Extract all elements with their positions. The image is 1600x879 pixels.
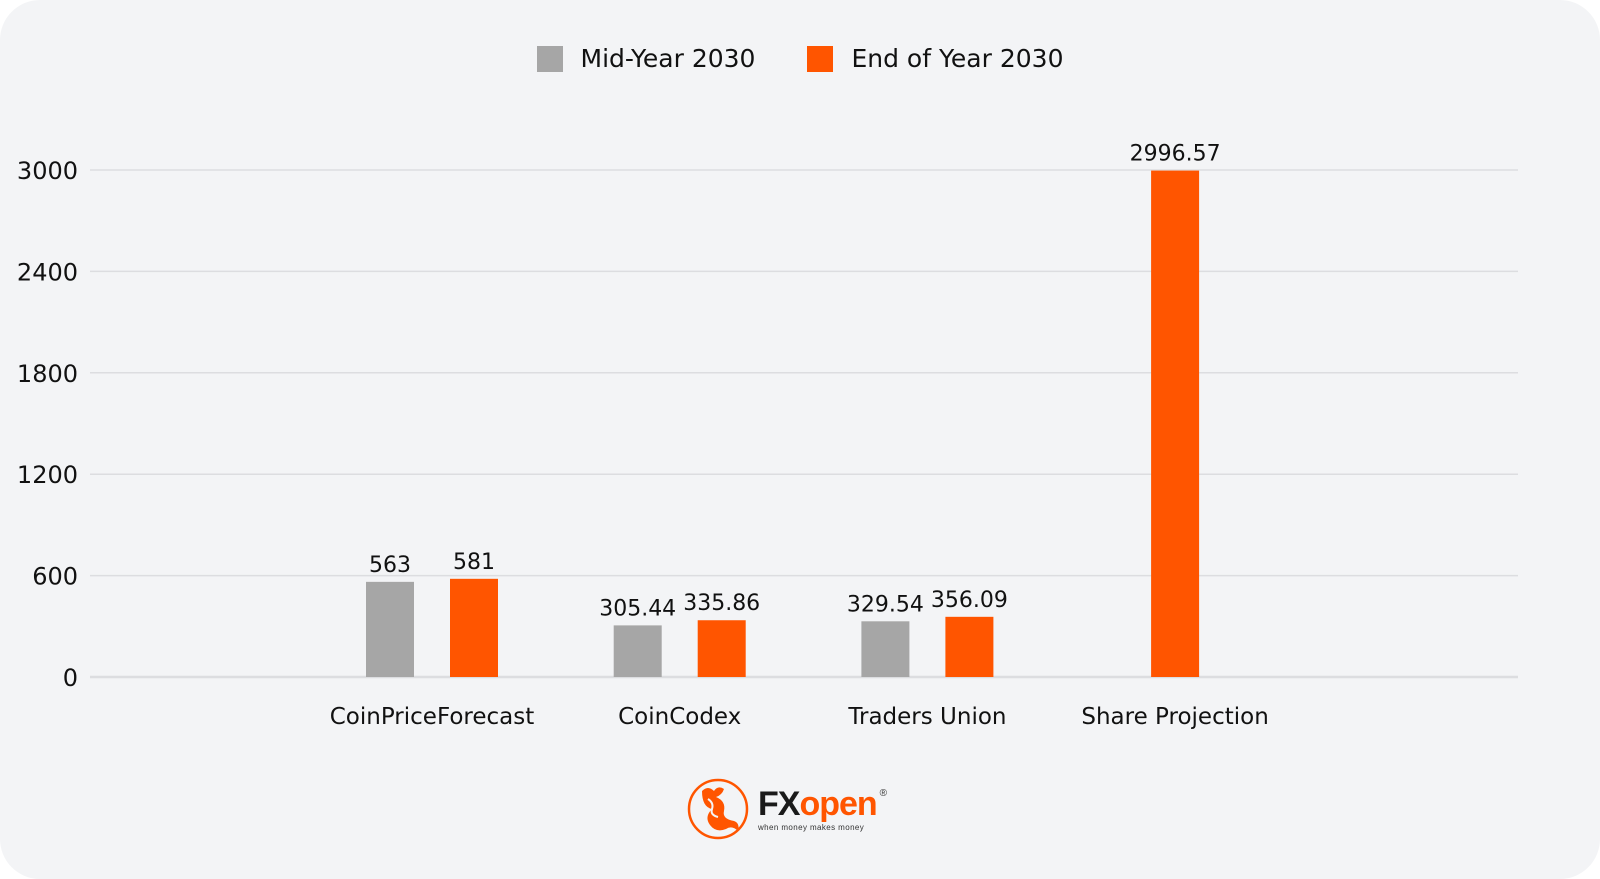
y-tick-label-1800: 1800	[17, 360, 78, 388]
legend: Mid-Year 2030 End of Year 2030	[0, 44, 1600, 73]
gridlines	[90, 169, 1518, 679]
bar-share-projection-end-of-year	[1151, 170, 1200, 678]
y-tick-label-3000: 3000	[17, 157, 78, 185]
category-label-coinpriceforecast: CoinPriceForecast	[330, 704, 535, 730]
data-label-coinpriceforecast-mid-year: 563	[369, 553, 411, 578]
data-label-coinpriceforecast-end-of-year: 581	[453, 550, 495, 575]
legend-item-end-of-year: End of Year 2030	[807, 44, 1063, 73]
category-label-share-projection: Share Projection	[1081, 704, 1268, 730]
logo-text-block: FX open ® when money makes money	[758, 787, 887, 832]
bull-emblem-icon	[687, 778, 749, 840]
logo-tagline: when money makes money	[758, 822, 865, 832]
logo-open-text: open	[799, 784, 877, 823]
bar-coincodex-mid-year	[613, 625, 662, 677]
legend-swatch-mid-year	[536, 45, 563, 72]
bar-traders-union-end-of-year	[945, 616, 994, 677]
legend-label-mid-year: Mid-Year 2030	[580, 44, 756, 73]
logo-wordmark: FX open ®	[758, 787, 887, 821]
category-label-traders-union: Traders Union	[847, 704, 1006, 730]
data-label-traders-union-mid-year: 329.54	[847, 592, 924, 617]
bar-coinpriceforecast-mid-year	[366, 581, 414, 677]
data-label-coincodex-mid-year: 305.44	[599, 596, 676, 621]
bar-traders-union-mid-year	[861, 621, 910, 677]
y-tick-label-1200: 1200	[17, 461, 78, 489]
data-label-coincodex-end-of-year: 335.86	[683, 591, 760, 616]
category-labels: CoinPriceForecast CoinCodex Traders Union S…	[330, 704, 1269, 730]
y-axis-ticks: 0 600 1200 1800 2400 3000	[17, 157, 78, 692]
bars	[366, 170, 1200, 678]
y-tick-label-2400: 2400	[17, 258, 78, 286]
legend-swatch-end-of-year	[807, 45, 834, 72]
legend-item-mid-year: Mid-Year 2030	[536, 44, 756, 73]
y-tick-label-0: 0	[63, 664, 78, 692]
fxopen-logo: FX open ® when money makes money	[686, 776, 887, 842]
data-label-traders-union-end-of-year: 356.09	[931, 588, 1008, 613]
bar-coincodex-end-of-year	[697, 620, 746, 677]
legend-label-end-of-year: End of Year 2030	[851, 44, 1064, 73]
y-tick-label-600: 600	[32, 563, 78, 591]
category-label-coincodex: CoinCodex	[618, 704, 741, 730]
data-label-share-projection-end-of-year: 2996.57	[1130, 142, 1221, 167]
registered-mark: ®	[879, 787, 888, 799]
logo-fx-text: FX	[758, 784, 800, 823]
bar-coinpriceforecast-end-of-year	[450, 578, 498, 677]
data-labels: 563 581 305.44 335.86 329.54 356.09 2996.57	[369, 142, 1221, 622]
